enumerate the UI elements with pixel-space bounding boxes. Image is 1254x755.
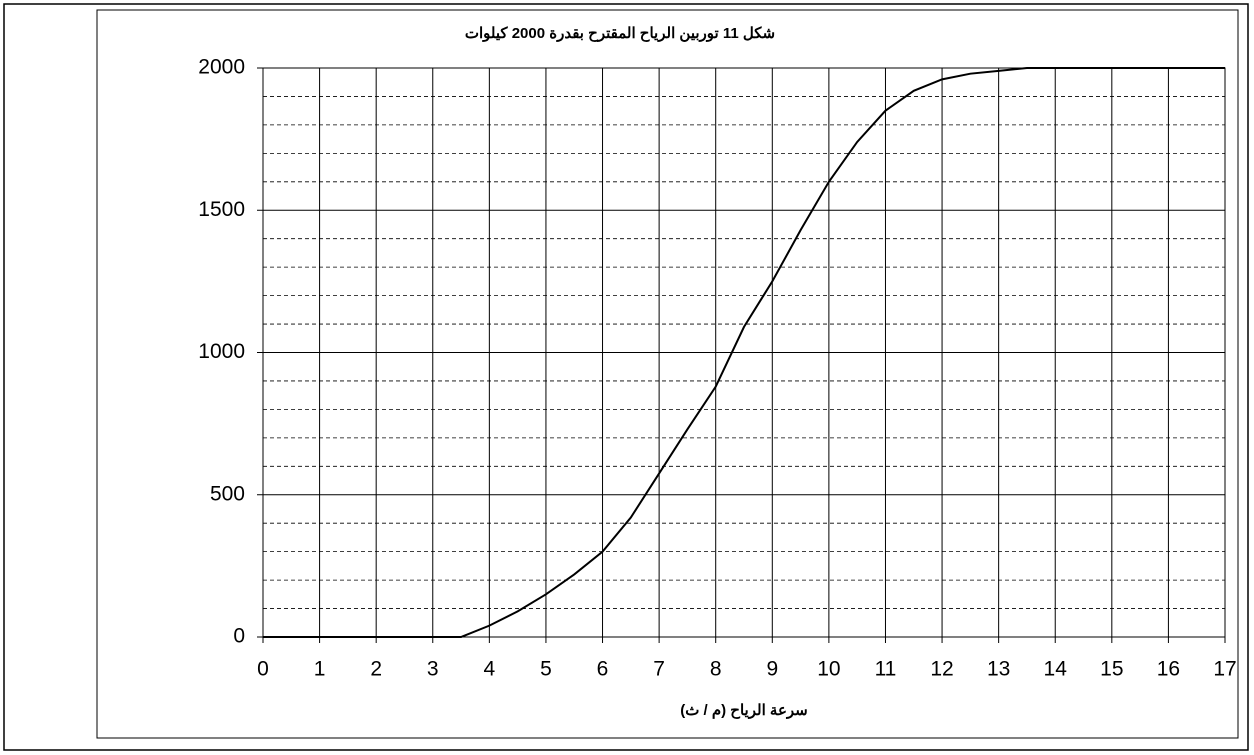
x-tick-label: 14 xyxy=(1044,658,1068,681)
x-tick-label: 1 xyxy=(314,658,326,681)
x-tick-label: 11 xyxy=(875,658,897,681)
x-tick-label: 17 xyxy=(1213,658,1236,681)
y-tick-label: 1500 xyxy=(198,198,245,221)
x-axis-label: سرعة الرياح (م / ث) xyxy=(680,702,808,719)
x-tick-label: 5 xyxy=(540,658,552,681)
x-tick-label: 0 xyxy=(257,658,269,681)
line-series xyxy=(263,67,1225,638)
chart-frame xyxy=(96,9,1239,739)
y-tick-label: 500 xyxy=(210,482,245,505)
x-tick-label: 16 xyxy=(1157,658,1180,681)
x-tick-label: 13 xyxy=(987,658,1010,681)
x-tick-label: 7 xyxy=(653,658,665,681)
x-tick-label: 3 xyxy=(427,658,439,681)
x-tick-label: 12 xyxy=(930,658,953,681)
x-tick-label: 8 xyxy=(710,658,722,681)
x-tick-label: 10 xyxy=(817,658,840,681)
x-tick-label: 6 xyxy=(597,658,609,681)
x-tick-label: 9 xyxy=(766,658,778,681)
plot-frame xyxy=(262,67,1226,638)
outer-frame xyxy=(3,3,1249,751)
x-tick-label: 4 xyxy=(484,658,496,681)
y-tick-label: 1000 xyxy=(198,340,245,363)
x-tick-label: 15 xyxy=(1100,658,1123,681)
x-tick-label: 2 xyxy=(370,658,382,681)
y-tick-label: 0 xyxy=(233,625,245,648)
chart-title: شكل 11 توربين الرياح المقترح بقدرة 2000 … xyxy=(465,25,775,42)
y-tick-label: 2000 xyxy=(198,56,245,79)
